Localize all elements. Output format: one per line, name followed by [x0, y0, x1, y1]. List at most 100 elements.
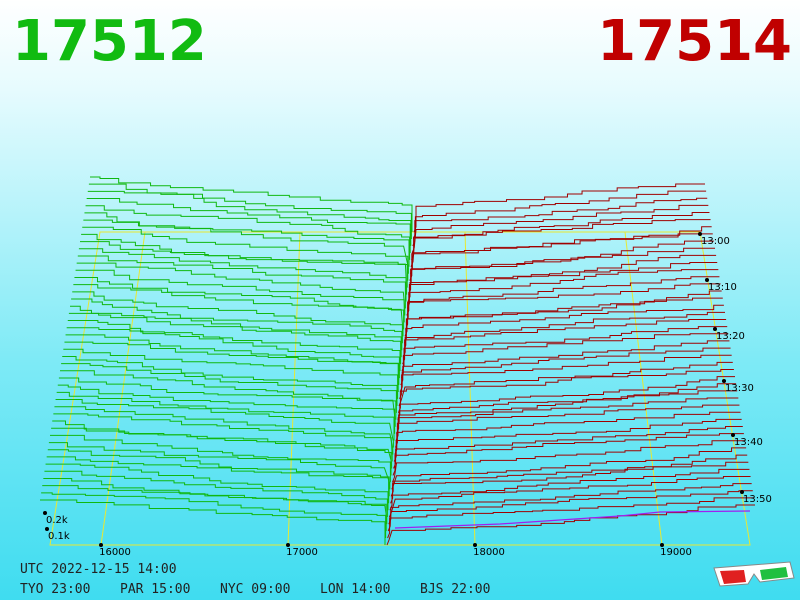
ask-depth-line — [392, 433, 744, 476]
size-label: 0.2k — [46, 515, 68, 526]
bid-depth-line — [41, 492, 387, 539]
time-tick — [740, 490, 744, 494]
bid-depth-line — [56, 391, 395, 441]
ask-depth-line — [398, 361, 733, 407]
ask-depth-line — [396, 383, 737, 427]
timezone-clock: LON 14:00 — [320, 582, 390, 597]
bid-depth-line — [75, 269, 405, 323]
ask-depth-line — [393, 418, 742, 462]
bid-depth-line — [44, 470, 388, 518]
timezone-clock: TYO 23:00 — [20, 582, 90, 597]
ask-price: 17514 — [597, 9, 792, 74]
bid-depth-line — [76, 262, 406, 316]
ask-depth-line — [406, 269, 719, 316]
price-label: 19000 — [660, 547, 692, 558]
price-line — [624, 231, 663, 546]
ask-depth-line — [406, 261, 718, 309]
ask-depth-line — [389, 468, 750, 511]
ask-depth-line — [408, 247, 715, 295]
time-tick — [722, 379, 726, 383]
bid-depth-line — [51, 427, 392, 476]
bid-depth-line — [46, 456, 390, 504]
ask-depth-line — [401, 326, 728, 372]
bid-depth-line — [54, 406, 394, 455]
ask-depth-line — [411, 212, 710, 261]
ask-depth-line — [405, 276, 720, 323]
timezone-clock: NYC 09:00 — [220, 582, 290, 597]
ask-depth-line — [399, 347, 731, 393]
ask-depth-line — [394, 404, 740, 448]
price-label: 17000 — [286, 547, 318, 558]
time-tick — [731, 433, 735, 437]
bid-depth-line — [78, 248, 407, 302]
price-line — [287, 231, 301, 546]
price-tick — [660, 543, 664, 547]
bid-depth-line — [85, 205, 411, 260]
bid-depth-line — [60, 370, 397, 420]
bid-depth-line — [48, 442, 391, 490]
size-tick — [45, 527, 49, 531]
bid-depth-line — [62, 355, 398, 406]
bid-depth-line — [83, 219, 409, 274]
ask-depth-line — [397, 368, 734, 414]
ask-depth-line — [394, 411, 741, 455]
time-tick — [698, 232, 702, 236]
timezone-clock: BJS 22:00 — [420, 582, 490, 597]
time-label: 13:00 — [701, 236, 730, 247]
timezone-clock: PAR 15:00 — [120, 582, 190, 597]
bid-depth-line — [47, 449, 390, 497]
price-tick — [473, 543, 477, 547]
depth-lines — [40, 176, 755, 546]
bid-depth-line — [53, 413, 393, 462]
bid-depth-line — [50, 434, 391, 483]
ask-depth-line — [405, 283, 721, 330]
price-label: 18000 — [473, 547, 505, 558]
ask-depth-line — [407, 254, 717, 302]
ask-depth-line — [397, 376, 735, 420]
ask-depth-line — [400, 333, 729, 379]
time-tick — [713, 327, 717, 331]
time-label: 13:40 — [734, 437, 763, 448]
ask-depth-line — [400, 340, 730, 386]
time-label: 13:20 — [716, 331, 745, 342]
volume-line — [394, 510, 751, 529]
bid-depth-line — [80, 241, 408, 295]
bid-depth-line — [70, 305, 402, 358]
ask-depth-line — [409, 226, 712, 274]
time-label: 13:30 — [725, 383, 754, 394]
ask-depth-line — [391, 447, 747, 490]
price-label: 16000 — [99, 547, 131, 558]
ask-depth-line — [403, 297, 723, 344]
ask-depth-line — [388, 475, 751, 518]
ask-depth-line — [402, 311, 725, 358]
ask-depth-line — [402, 319, 727, 365]
bid-depth-line — [87, 190, 412, 246]
ask-depth-line — [393, 426, 743, 469]
bid-depth-line — [82, 226, 409, 281]
bid-depth-line — [68, 312, 402, 365]
price-tick — [99, 543, 103, 547]
ask-depth-line — [395, 397, 739, 441]
ask-depth-line — [413, 183, 705, 233]
bid-depth-line — [77, 255, 406, 309]
ask-depth-line — [387, 497, 754, 539]
ask-depth-line — [399, 354, 732, 400]
size-label: 0.1k — [48, 531, 70, 542]
bid-depth-line — [66, 327, 400, 379]
ask-depth-line — [386, 504, 755, 546]
bid-depth-line — [58, 377, 396, 427]
price-tick — [286, 543, 290, 547]
bid-depth-line — [45, 463, 389, 511]
price-line — [464, 231, 476, 546]
bid-depth-line — [63, 348, 399, 399]
bid-depth-line — [64, 341, 399, 392]
bid-depth-line — [90, 176, 413, 232]
time-label: 13:50 — [743, 494, 772, 505]
bid-depth-line — [55, 399, 394, 448]
time-tick — [705, 278, 709, 282]
size-tick — [43, 511, 47, 515]
ask-depth-line — [390, 454, 748, 497]
ask-depth-line — [388, 483, 752, 525]
